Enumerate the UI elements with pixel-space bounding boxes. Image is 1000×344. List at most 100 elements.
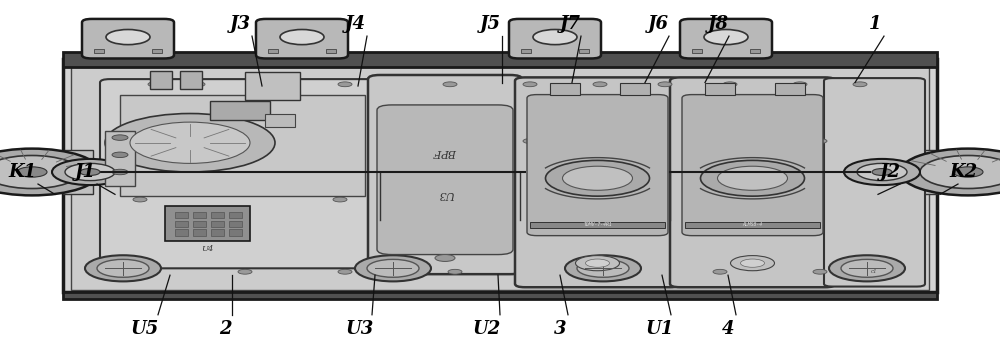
Circle shape [333,197,347,202]
Circle shape [741,259,765,267]
Circle shape [338,82,352,87]
Text: J7: J7 [560,15,580,33]
Circle shape [841,259,893,277]
Bar [193,229,206,236]
Circle shape [953,167,983,177]
Circle shape [112,135,128,140]
Text: K2: K2 [949,163,977,181]
Bar [750,49,760,53]
FancyBboxPatch shape [82,19,174,58]
Bar [165,206,250,241]
Circle shape [280,30,324,45]
Circle shape [105,114,275,172]
Circle shape [829,255,905,281]
Circle shape [52,159,128,185]
Circle shape [148,82,162,87]
Bar [175,212,188,218]
Circle shape [731,256,775,271]
Circle shape [586,259,610,267]
Bar [152,49,162,53]
Circle shape [523,82,537,87]
Circle shape [133,197,147,202]
Bar [120,95,365,196]
Text: J8: J8 [708,15,728,33]
FancyBboxPatch shape [527,95,668,236]
Bar [530,222,665,228]
Circle shape [80,169,100,175]
FancyBboxPatch shape [682,95,823,236]
FancyBboxPatch shape [509,19,601,58]
Text: J1: J1 [74,163,96,181]
Bar [63,52,937,67]
Text: ALMS8-4: ALMS8-4 [742,222,763,227]
Bar [229,229,242,236]
Circle shape [853,82,867,87]
Bar [210,101,270,120]
Text: U2: U2 [473,320,501,337]
Circle shape [333,139,347,143]
Text: J4: J4 [344,15,366,33]
Circle shape [723,82,737,87]
Circle shape [435,255,455,261]
Text: J5: J5 [480,15,501,33]
Circle shape [85,255,161,281]
Bar [63,60,937,292]
Circle shape [565,255,641,281]
Bar [620,83,650,95]
Circle shape [576,256,620,271]
Circle shape [718,166,788,190]
Text: U4: U4 [201,245,214,254]
Bar [211,229,224,236]
Bar [705,83,735,95]
Circle shape [338,269,352,274]
Circle shape [857,163,907,181]
Circle shape [852,164,896,180]
Circle shape [112,152,128,158]
Bar [775,83,805,95]
FancyBboxPatch shape [377,105,513,255]
Text: U3: U3 [346,320,374,337]
Bar [265,114,295,127]
Bar [63,292,937,299]
Circle shape [523,139,537,143]
Text: 1: 1 [869,15,881,33]
FancyBboxPatch shape [256,19,348,58]
Circle shape [920,155,1000,189]
Bar [229,221,242,227]
Circle shape [562,166,633,190]
Circle shape [713,269,727,274]
Bar [211,221,224,227]
Circle shape [97,259,149,277]
Circle shape [17,167,47,177]
Circle shape [65,163,115,181]
Bar [94,49,104,53]
FancyBboxPatch shape [515,77,680,287]
Circle shape [238,269,252,274]
Circle shape [0,149,100,195]
Circle shape [704,30,748,45]
Bar [193,221,206,227]
Bar [326,49,336,53]
Circle shape [872,169,892,175]
Circle shape [443,82,457,87]
Circle shape [900,149,1000,195]
Circle shape [658,82,672,87]
FancyBboxPatch shape [680,19,772,58]
Circle shape [133,139,147,143]
Bar [685,222,820,228]
Text: 4: 4 [722,320,734,337]
Circle shape [0,155,80,189]
Circle shape [448,269,462,274]
Text: J6: J6 [648,15,668,33]
Circle shape [191,82,205,87]
Bar [175,229,188,236]
Circle shape [713,139,727,143]
Text: U5: U5 [131,320,159,337]
Circle shape [112,169,128,175]
Bar [211,212,224,218]
Bar [521,49,531,53]
Bar [245,72,300,100]
Bar [175,221,188,227]
Circle shape [355,255,431,281]
FancyBboxPatch shape [824,78,925,287]
